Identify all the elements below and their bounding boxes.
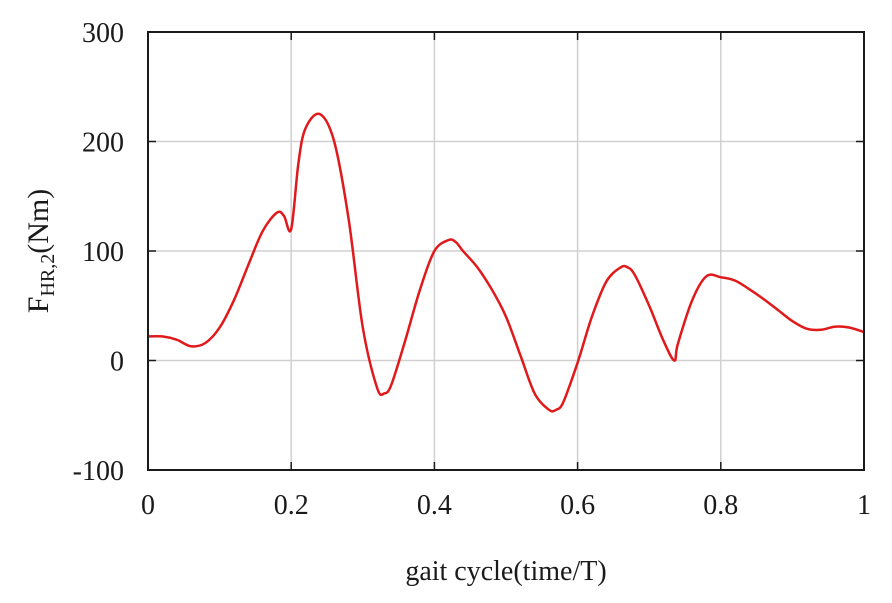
y-tick-label: 100	[82, 237, 124, 268]
x-tick-label: 1	[857, 490, 871, 521]
y-axis-label-subscript: HR,2	[37, 254, 59, 297]
plot-frame	[147, 31, 865, 471]
x-tick-label: 0	[141, 490, 155, 521]
x-tick-label: 0.6	[560, 490, 595, 521]
y-axis-label: FHR,2(Nm)	[22, 189, 59, 313]
y-tick-label: 300	[82, 18, 124, 49]
x-tick-label: 0.4	[417, 490, 452, 521]
y-tick-labels: -100 0 100 200 300	[73, 18, 124, 487]
y-tick-label: 200	[82, 128, 124, 159]
y-tick-label: -100	[73, 456, 124, 487]
y-axis-label-unit: (Nm)	[22, 189, 55, 254]
series-layer	[147, 112, 865, 413]
grid-lines	[148, 32, 864, 470]
y-axis-label-main: F	[22, 297, 55, 314]
series-line	[147, 112, 865, 413]
x-tick-label: 0.8	[703, 490, 738, 521]
x-axis-label: gait cycle(time/T)	[405, 556, 606, 587]
x-tick-labels: 0 0.2 0.4 0.6 0.8 1	[141, 490, 871, 521]
x-tick-label: 0.2	[274, 490, 309, 521]
y-tick-label: 0	[110, 347, 124, 378]
